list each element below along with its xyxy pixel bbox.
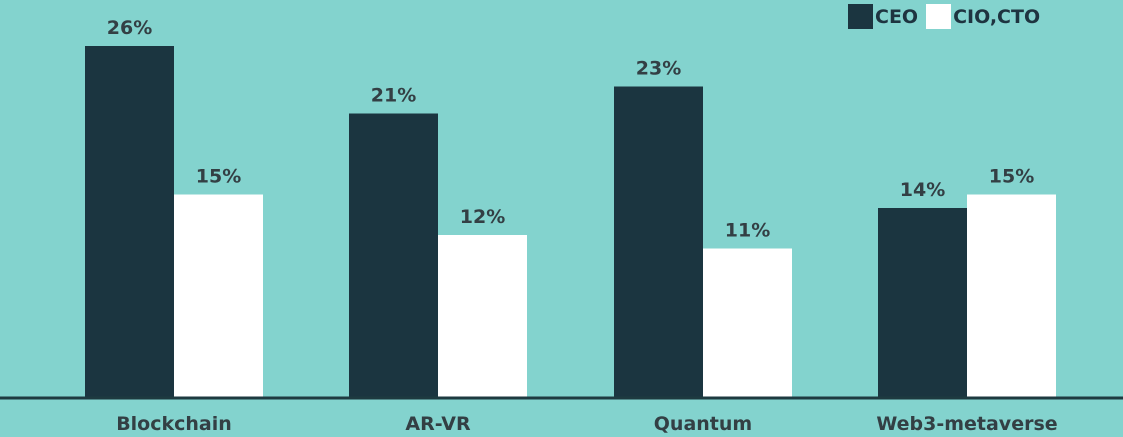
x-tick-label-quantum: Quantum [654, 413, 752, 435]
bar-cio-cto-ar-vr [438, 235, 527, 397]
legend: CEO CIO,CTO [848, 4, 1048, 29]
bar-ceo-web3-metaverse [878, 208, 967, 397]
legend-item-cio-cto: CIO,CTO [926, 4, 1040, 29]
bar-ceo-quantum [614, 86, 703, 397]
data-label-cio-cto-quantum: 11% [725, 220, 770, 242]
x-tick-label-ar-vr: AR-VR [405, 413, 471, 435]
legend-swatch-ceo [848, 4, 873, 29]
legend-item-ceo: CEO [848, 4, 918, 29]
bar-ceo-ar-vr [349, 113, 438, 397]
bar-cio-cto-web3-metaverse [967, 194, 1056, 397]
data-label-ceo-blockchain: 26% [107, 17, 152, 39]
data-label-ceo-quantum: 23% [636, 58, 681, 80]
data-label-cio-cto-web3-metaverse: 15% [989, 166, 1034, 188]
data-label-ceo-web3-metaverse: 14% [900, 179, 945, 201]
x-tick-label-web3-metaverse: Web3-metaverse [876, 413, 1057, 435]
bar-ceo-blockchain [85, 46, 174, 397]
x-tick-label-blockchain: Blockchain [116, 413, 232, 435]
legend-swatch-cio-cto [926, 4, 952, 29]
bar-cio-cto-quantum [703, 248, 792, 397]
legend-label-cio-cto: CIO,CTO [953, 5, 1041, 28]
data-label-cio-cto-blockchain: 15% [196, 166, 241, 188]
data-label-ceo-ar-vr: 21% [371, 85, 416, 107]
legend-label-ceo: CEO [875, 5, 919, 28]
bar-cio-cto-blockchain [174, 194, 263, 397]
data-label-cio-cto-ar-vr: 12% [460, 206, 505, 228]
